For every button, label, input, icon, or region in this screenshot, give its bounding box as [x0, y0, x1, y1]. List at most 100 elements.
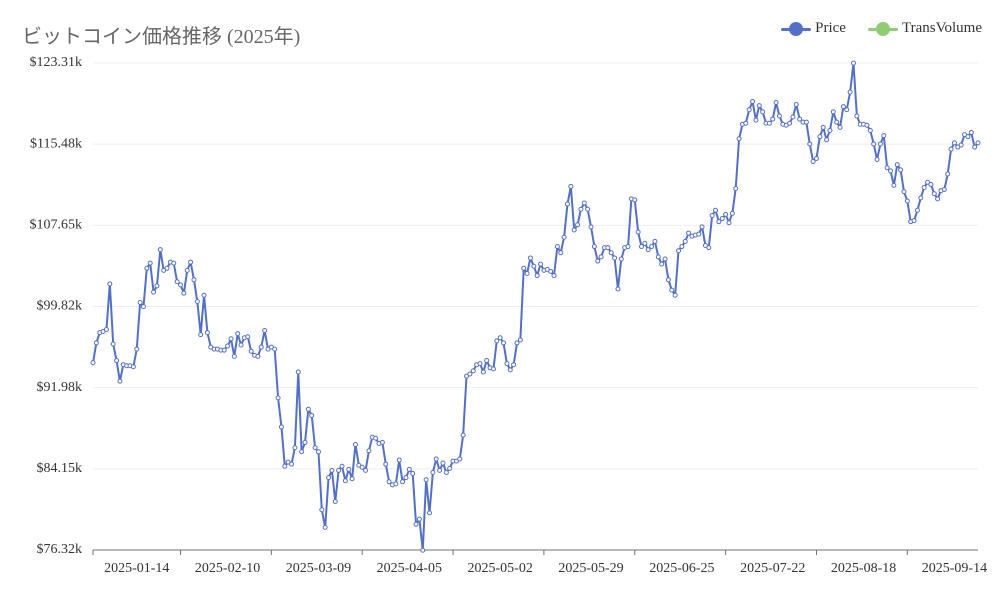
data-point — [174, 279, 180, 285]
x-tick-label: 2025-03-09 — [286, 561, 351, 576]
data-point — [154, 283, 160, 289]
data-point — [352, 441, 358, 447]
data-point — [854, 113, 860, 119]
x-tick-label: 2025-04-05 — [377, 561, 442, 576]
data-point — [669, 287, 675, 293]
data-point — [107, 281, 113, 287]
data-point — [457, 456, 463, 462]
data-point — [699, 224, 705, 230]
data-point — [904, 198, 910, 204]
data-point — [329, 467, 335, 473]
x-tick-label: 2025-09-14 — [922, 561, 987, 576]
data-point — [951, 140, 957, 146]
data-point — [652, 238, 658, 244]
data-point — [114, 358, 120, 364]
data-point — [891, 182, 897, 188]
data-point — [625, 244, 631, 250]
data-point — [874, 156, 880, 162]
data-point — [787, 120, 793, 126]
data-point — [793, 102, 799, 108]
data-point — [638, 244, 644, 250]
legend-item-price[interactable]: Price — [781, 20, 846, 37]
data-point — [137, 300, 143, 306]
data-point — [278, 424, 284, 430]
legend-item-transvolume[interactable]: TransVolume — [867, 20, 982, 37]
data-point — [931, 191, 937, 197]
data-point — [413, 521, 419, 527]
data-point — [595, 258, 601, 264]
data-point — [840, 104, 846, 110]
data-point — [598, 254, 604, 260]
data-point — [686, 230, 692, 236]
data-point — [184, 267, 190, 273]
data-point — [844, 107, 850, 113]
data-point — [881, 133, 887, 139]
data-point — [204, 330, 210, 336]
data-point — [497, 335, 503, 341]
chart-title: ビットコイン価格推移 (2025年) — [22, 26, 301, 48]
data-point — [867, 127, 873, 133]
x-axis: 2025-01-14 2025-02-10 2025-03-09 2025-04-05… — [92, 549, 987, 576]
data-point — [965, 134, 971, 140]
data-point — [713, 207, 719, 213]
data-point — [608, 250, 614, 256]
data-point — [655, 254, 661, 260]
y-tick-label: $76.32k — [37, 542, 83, 557]
data-point — [177, 282, 183, 288]
data-point — [581, 200, 587, 206]
y-tick-label: $99.82k — [37, 299, 83, 314]
data-point — [517, 337, 523, 343]
data-point — [564, 201, 570, 207]
data-point — [423, 477, 429, 483]
data-point — [797, 116, 803, 122]
data-point — [305, 406, 311, 412]
data-point — [901, 189, 907, 195]
data-point — [248, 348, 254, 354]
data-point — [911, 218, 917, 224]
data-point — [258, 344, 264, 350]
data-point — [336, 467, 342, 473]
y-axis-ticks: $76.32k $84.15k $91.98k $99.82k $107.65k $115… — [30, 55, 83, 557]
data-point — [275, 395, 281, 401]
data-point — [941, 187, 947, 193]
x-tick-label: 2025-06-25 — [649, 561, 714, 576]
data-point — [921, 184, 927, 190]
y-tick-label: $115.48k — [30, 136, 82, 151]
data-point — [171, 260, 177, 266]
data-point — [400, 479, 406, 485]
data-point — [837, 124, 843, 130]
data-point — [484, 358, 490, 364]
data-point — [676, 248, 682, 254]
gridlines — [93, 62, 978, 470]
y-tick-label: $107.65k — [30, 218, 83, 233]
data-point — [672, 292, 678, 298]
data-point — [403, 475, 409, 481]
data-point — [437, 467, 443, 473]
data-point — [548, 268, 554, 274]
data-point — [410, 471, 416, 477]
data-point — [299, 449, 305, 455]
data-point — [884, 165, 890, 171]
data-point — [272, 346, 278, 352]
data-point — [898, 167, 904, 173]
data-point — [642, 240, 648, 246]
data-point — [558, 250, 564, 256]
data-point — [972, 144, 978, 150]
data-point — [225, 343, 231, 349]
data-point — [571, 227, 577, 233]
data-point — [255, 353, 261, 359]
data-point — [649, 244, 655, 250]
data-point — [342, 478, 348, 484]
data-point — [591, 244, 597, 250]
data-point — [679, 244, 685, 250]
data-point — [632, 197, 638, 203]
data-point — [753, 117, 759, 123]
data-point — [144, 265, 150, 271]
data-point — [662, 256, 668, 262]
data-point — [750, 98, 756, 104]
data-point — [746, 107, 752, 113]
data-point — [578, 206, 584, 212]
data-point — [534, 273, 540, 279]
data-point — [231, 353, 237, 359]
legend-swatch-transvolume — [867, 21, 898, 36]
